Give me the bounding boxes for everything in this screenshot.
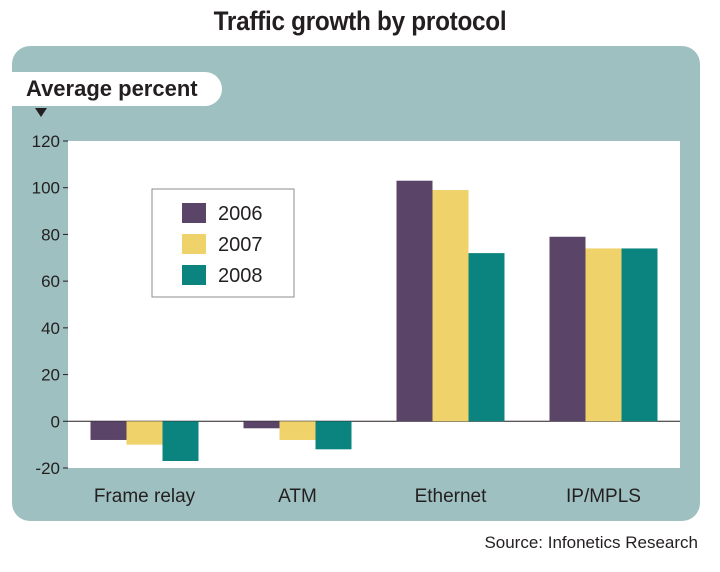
bar-2007-frame-relay	[126, 421, 163, 445]
bar-2006-ip-mpls	[549, 236, 586, 422]
legend-swatch-2006	[182, 203, 206, 223]
bar-2007-atm	[279, 421, 316, 440]
y-tick-label: 0	[51, 412, 60, 431]
x-category-label: ATM	[278, 486, 317, 507]
bar-2008-ip-mpls	[621, 248, 658, 422]
legend-label-2008: 2008	[218, 265, 263, 287]
y-tick-label: 100	[32, 179, 60, 198]
bar-2008-atm	[315, 421, 352, 450]
legend-box	[151, 188, 295, 298]
legend-swatch-2007	[182, 234, 206, 254]
legend-label-2006: 2006	[218, 203, 263, 225]
bar-2006-frame-relay	[90, 421, 127, 440]
y-axis-arrow-icon	[35, 108, 47, 117]
chart-title: Traffic growth by protocol	[213, 6, 507, 36]
y-tick-label: 20	[41, 366, 60, 385]
legend-label-2007: 2007	[218, 234, 263, 256]
source-note: Source: Infonetics Research	[484, 533, 698, 552]
y-tick-label: 120	[32, 132, 60, 151]
legend-swatch-2008	[182, 265, 206, 285]
x-category-label: Frame relay	[94, 486, 196, 507]
y-tick-label: -20	[35, 459, 60, 478]
bar-2006-ethernet	[396, 180, 433, 422]
bar-2008-frame-relay	[162, 421, 199, 461]
x-category-label: IP/MPLS	[566, 486, 641, 507]
x-category-label: Ethernet	[415, 486, 488, 507]
bar-2008-ethernet	[468, 253, 505, 422]
y-tick-label: 80	[41, 225, 60, 244]
y-tick-label: 60	[41, 272, 60, 291]
bar-2007-ethernet	[432, 190, 469, 422]
bar-2007-ip-mpls	[585, 248, 622, 422]
bar-2006-atm	[243, 421, 280, 429]
y-tick-label: 40	[41, 319, 60, 338]
y-axis-label: Average percent	[12, 72, 222, 106]
